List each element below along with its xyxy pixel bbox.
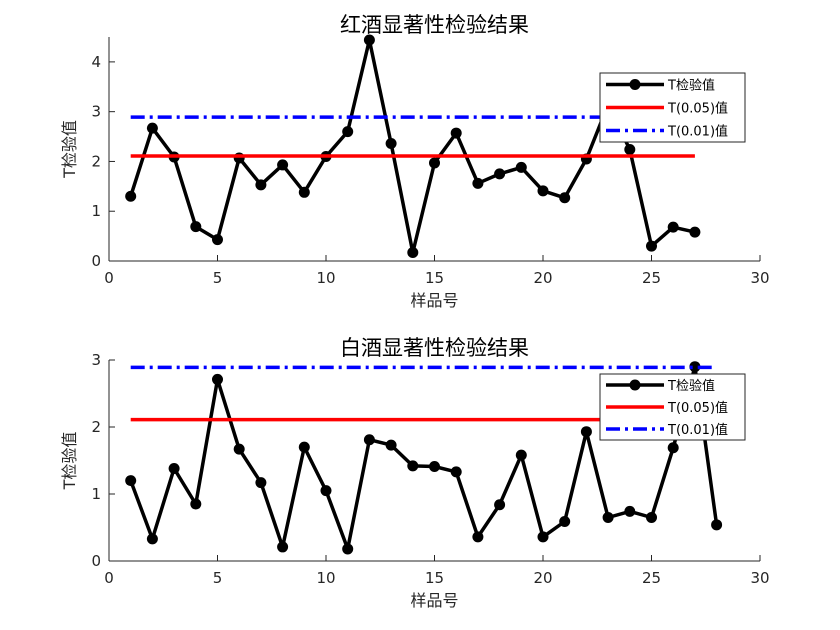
legend-label: T(0.01)值 [667,124,728,140]
legend-label: T检验值 [667,78,715,94]
chart-title: 红酒显著性检验结果 [340,13,529,37]
data-point [407,247,419,259]
legend-marker [629,79,641,90]
data-point [494,168,506,180]
data-point [146,122,158,134]
y-tick-label: 2 [91,152,101,170]
x-tick-label: 20 [533,569,552,587]
data-point [667,221,679,233]
y-tick-label: 0 [91,552,101,570]
data-point [277,541,289,553]
data-point [342,126,354,138]
data-point [711,519,723,531]
y-axis-label: T检验值 [60,120,79,179]
data-point [515,449,527,461]
legend-label: T检验值 [667,378,715,394]
data-point [190,498,202,510]
x-tick-label: 15 [425,569,444,587]
legend-marker [629,379,641,391]
data-point [125,475,137,487]
data-point [168,463,180,475]
data-point [689,361,701,373]
y-tick-label: 0 [91,252,101,270]
data-point [602,511,614,523]
y-axis-label: T检验值 [60,432,79,491]
data-point [646,240,657,252]
data-point [233,152,245,164]
data-point [624,143,636,155]
y-tick-label: 4 [91,53,101,71]
x-tick-label: 0 [104,569,114,587]
x-axis-label: 样品号 [410,591,458,610]
data-point [298,186,310,198]
data-point [255,477,267,489]
data-point [472,177,484,189]
data-point [624,505,636,517]
y-tick-label: 3 [91,351,101,369]
data-point [667,442,679,454]
x-tick-label: 0 [104,269,114,287]
y-tick-label: 3 [91,103,101,121]
data-point [363,34,375,46]
data-point [146,533,158,545]
data-point [472,531,484,543]
legend-label: T(0.05)值 [667,101,728,117]
x-tick-label: 30 [750,569,769,587]
data-point [689,226,701,238]
data-point [320,485,332,497]
data-point [233,443,245,455]
legend: T检验值 T(0.05)值 T(0.01)值 [599,72,746,143]
data-point [385,439,397,451]
y-tick-label: 2 [91,418,101,436]
y-tick-label: 1 [91,202,101,220]
chart-title: 白酒显著性检验结果 [340,336,529,360]
legend-label: T(0.01)值 [667,422,728,438]
y-tick-label: 1 [91,485,101,503]
legend-label: T(0.05)值 [667,400,728,416]
plot-area [109,37,760,261]
x-tick-label: 5 [213,269,223,287]
data-point [450,127,462,139]
data-point [212,234,223,246]
data-point [580,426,592,438]
data-point [537,185,549,197]
data-point [298,441,310,453]
data-point [537,531,549,543]
series-line-1 [129,364,719,551]
data-point [515,161,527,173]
data-point [212,373,223,385]
x-tick-label: 25 [642,269,661,287]
x-tick-label: 15 [425,269,444,287]
data-point [277,159,289,171]
data-point [363,434,375,446]
data-point [494,499,506,511]
data-point [342,543,354,555]
data-point [385,138,397,150]
x-tick-label: 30 [750,269,769,287]
x-tick-label: 25 [642,569,661,587]
data-point [450,466,462,478]
legend: T检验值 T(0.05)值 T(0.01)值 [599,373,746,441]
data-point [255,179,267,191]
data-point [429,461,440,473]
x-axis-label: 样品号 [410,291,458,310]
x-tick-label: 10 [316,269,335,287]
data-point [559,515,571,527]
x-tick-label: 20 [533,269,552,287]
x-tick-label: 10 [316,569,335,587]
data-point [125,190,137,202]
data-point [429,157,440,169]
x-tick-label: 5 [213,569,223,587]
data-point [407,460,419,472]
data-point [559,192,571,204]
data-point [190,221,202,233]
data-point [646,511,657,523]
